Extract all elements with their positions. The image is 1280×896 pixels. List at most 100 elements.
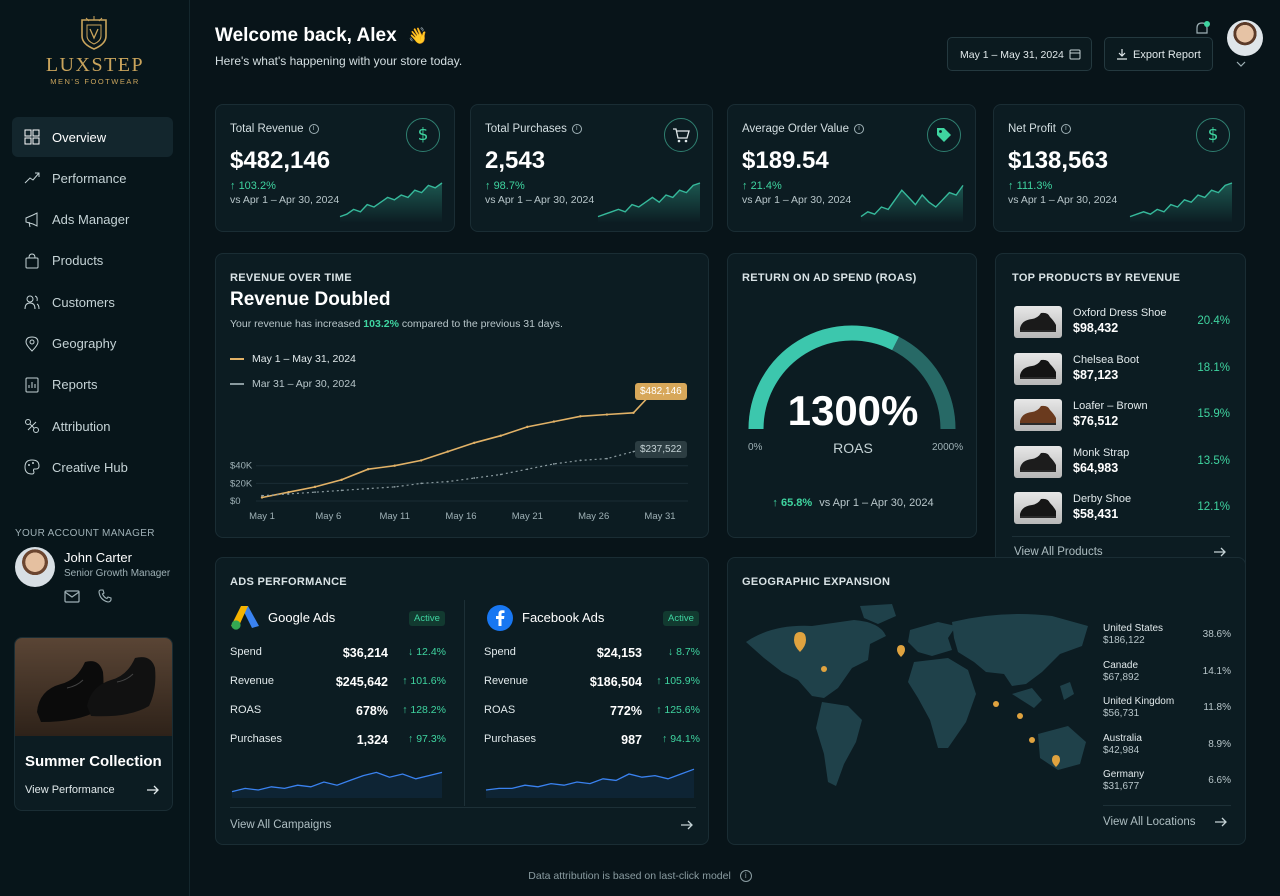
data-point — [366, 468, 370, 471]
export-report-button[interactable]: Export Report — [1104, 37, 1213, 71]
metric-change: ↑ 101.6% — [402, 675, 446, 687]
list-item[interactable]: Canade $67,892 14.1% — [1103, 660, 1231, 690]
dollar-icon: $ — [1196, 118, 1230, 152]
tag-previous: $237,522 — [635, 441, 687, 458]
phone-icon[interactable] — [98, 589, 112, 603]
data-point — [473, 441, 476, 444]
list-item[interactable]: Chelsea Boot $87,123 18.1% — [1014, 351, 1230, 391]
info-icon[interactable]: i — [739, 870, 752, 883]
data-point — [340, 478, 343, 482]
product-image — [1014, 445, 1062, 478]
product-image — [1014, 492, 1062, 524]
sparkline-line — [339, 182, 443, 218]
arrow-right-icon[interactable] — [1213, 546, 1227, 558]
series-line-0 — [261, 383, 661, 499]
revenue-line-chart: $0 $20K $40K May 1 May 6 May 11 May 16 May 21 Ma… — [230, 383, 688, 522]
arrow-right-icon[interactable] — [146, 784, 160, 796]
roas-value: 1300% — [787, 387, 919, 434]
svg-text:$: $ — [418, 126, 429, 144]
promo-image — [15, 638, 172, 736]
sidebar-item-reports[interactable]: Reports — [12, 365, 173, 405]
metric-row: Purchases 1,324 ↑ 97.3% — [230, 733, 446, 751]
arrow-up-icon: ↑ — [662, 733, 671, 745]
metric-row: ROAS 772% ↑ 125.6% — [484, 704, 700, 722]
arrow-right-icon[interactable] — [1214, 816, 1228, 828]
sidebar-item-ads-manager[interactable]: Ads Manager — [12, 200, 173, 240]
promo-link[interactable]: View Performance — [25, 784, 115, 796]
promo-card[interactable]: Summer Collection View Performance — [14, 637, 173, 811]
manager-name: John Carter — [64, 550, 132, 565]
kpi-comparison: vs Apr 1 – Apr 30, 2024 — [485, 194, 595, 206]
info-icon[interactable]: i — [571, 124, 582, 134]
brand-logo[interactable]: LUXSTEP MEN'S FOOTWEAR — [38, 14, 152, 90]
list-item[interactable]: United Kingdom $56,731 11.8% — [1103, 696, 1231, 726]
info-icon[interactable]: i — [1060, 124, 1071, 134]
top-products-card: TOP PRODUCTS BY REVENUE Oxford Dress Sho… — [995, 253, 1246, 571]
kpi-title: Average Order Value i — [742, 123, 864, 135]
x-tick-label: May 1 — [249, 511, 275, 522]
view-all-campaigns-link[interactable]: View All Campaigns — [230, 819, 332, 831]
bag-icon — [25, 253, 39, 269]
list-item[interactable]: Derby Shoe $58,431 12.1% — [1014, 490, 1230, 530]
date-range-picker[interactable]: May 1 – May 31, 2024 — [947, 37, 1092, 71]
arrow-up-icon: ↑ — [402, 704, 411, 716]
list-item[interactable]: United States $186,122 38.6% — [1103, 623, 1231, 653]
product-image — [1014, 352, 1062, 385]
geo-label: GEOGRAPHIC EXPANSION — [742, 576, 891, 588]
kpi-change: ↑ 98.7% — [485, 180, 525, 192]
chevron-down-icon[interactable] — [1235, 58, 1247, 70]
metric-value: $24,153 — [596, 646, 642, 660]
platform-name: Facebook Ads — [522, 610, 605, 625]
info-icon[interactable]: i — [853, 124, 864, 134]
kpi-sparkline — [860, 184, 964, 223]
kpi-card-total-revenue: Total Revenue i $482,146 ↑ 103.2% vs Apr 1 –… — [215, 104, 455, 232]
data-point — [446, 450, 449, 453]
sidebar-item-customers[interactable]: Customers — [12, 282, 173, 322]
sparkline-area — [340, 183, 442, 223]
user-avatar[interactable] — [1227, 20, 1263, 56]
arrow-right-icon[interactable] — [680, 819, 694, 831]
data-point — [499, 434, 502, 437]
calendar-icon — [1069, 49, 1081, 60]
ads-sparkline-line — [485, 768, 695, 791]
google-ads-icon — [231, 606, 259, 630]
view-all-products-link[interactable]: View All Products — [1014, 546, 1103, 558]
list-item[interactable]: Germany $31,677 6.6% — [1103, 769, 1231, 799]
data-point — [367, 487, 370, 490]
data-point — [473, 477, 476, 479]
product-share: 15.9% — [1197, 408, 1230, 420]
data-point — [287, 493, 290, 495]
sparkline-area — [861, 185, 963, 223]
bell-icon[interactable] — [1193, 20, 1211, 38]
sparkline-area — [1130, 183, 1232, 223]
geo-list: United States $186,122 38.6% Canade $67,892 1… — [1103, 623, 1231, 813]
kpi-change: ↑ 21.4% — [742, 180, 782, 192]
list-item[interactable]: Oxford Dress Shoe $98,432 20.4% — [1014, 304, 1230, 344]
list-item[interactable]: Monk Strap $64,983 13.5% — [1014, 444, 1230, 484]
list-item[interactable]: Loafer – Brown $76,512 15.9% — [1014, 397, 1230, 437]
product-share: 13.5% — [1197, 454, 1230, 467]
sidebar-item-label: Customers — [52, 294, 115, 310]
metric-label: Purchases — [230, 733, 282, 745]
info-icon[interactable]: i — [308, 124, 319, 134]
data-point — [632, 450, 635, 453]
sidebar-item-attribution[interactable]: Attribution — [12, 406, 173, 446]
revenue-title: Revenue Doubled — [230, 289, 391, 310]
view-all-locations-link[interactable]: View All Locations — [1103, 816, 1196, 828]
y-tick-label: $0 — [230, 496, 241, 507]
arrow-up-icon: ↑ — [402, 675, 411, 687]
metric-label: Spend — [230, 646, 262, 658]
trend-icon — [24, 172, 40, 184]
sparkline-line — [597, 182, 701, 218]
x-tick-label: May 6 — [315, 511, 341, 522]
crest-icon — [81, 16, 107, 50]
sidebar-item-creative-hub[interactable]: Creative Hub — [12, 447, 173, 487]
mail-icon[interactable] — [64, 590, 80, 603]
sidebar-item-performance[interactable]: Performance — [12, 158, 173, 198]
list-item[interactable]: Australia $42,984 8.9% — [1103, 733, 1231, 763]
footer-note: Data attribution is based on last-click … — [0, 870, 1280, 883]
sidebar-item-products[interactable]: Products — [12, 241, 173, 281]
sidebar-item-geography[interactable]: Geography — [12, 324, 173, 364]
sidebar-item-overview[interactable]: Overview — [12, 117, 173, 157]
data-point — [340, 489, 343, 492]
